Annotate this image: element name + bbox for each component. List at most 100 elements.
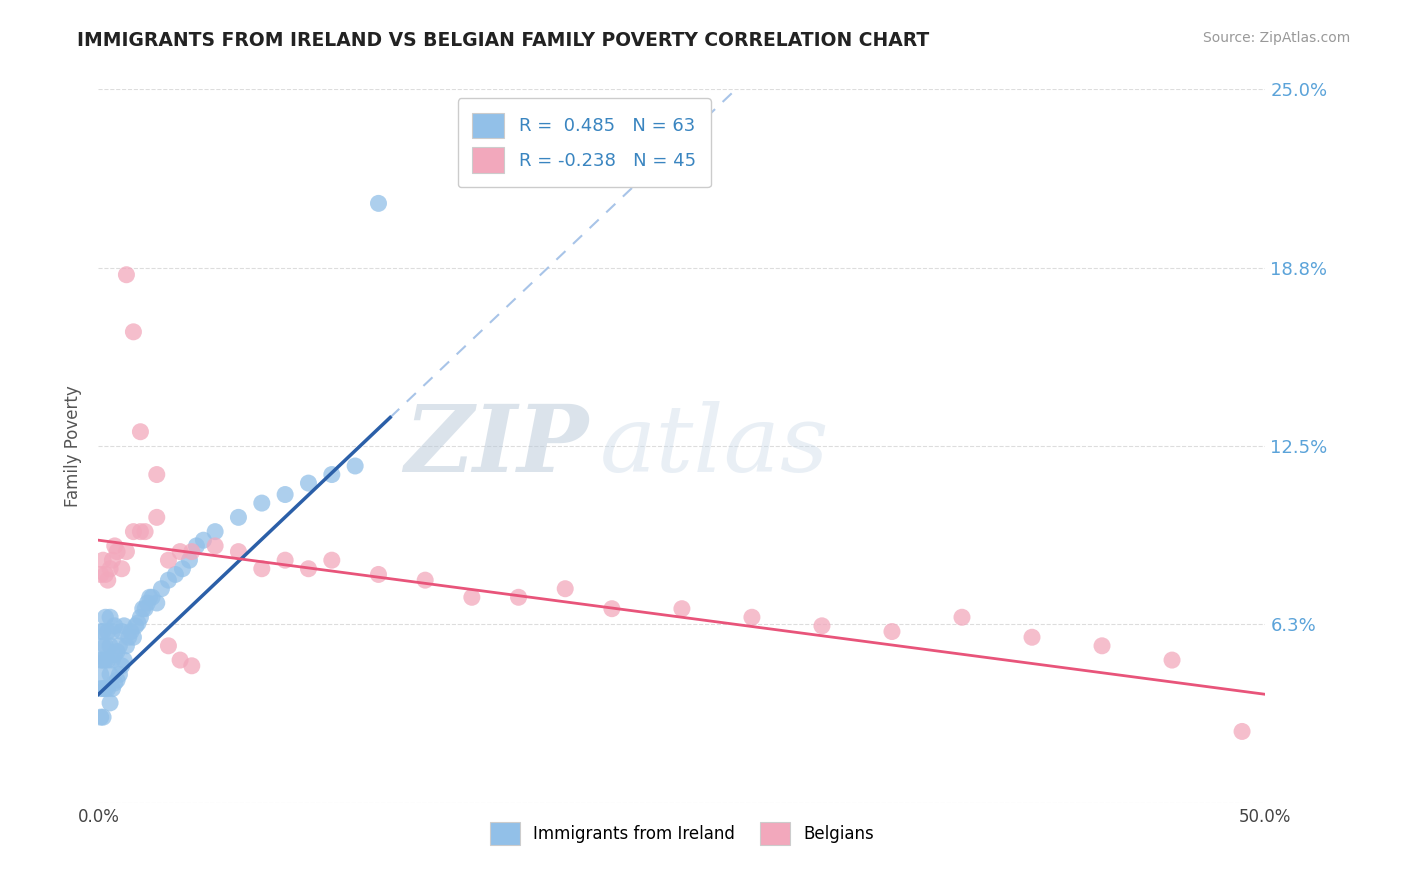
Point [105, 644, 128, 658]
Point [1091, 639, 1114, 653]
Point [115, 639, 138, 653]
Point [186, 539, 208, 553]
Point [344, 458, 367, 473]
Point [129, 610, 152, 624]
Point [111, 562, 134, 576]
Point [204, 539, 226, 553]
Point [105, 673, 128, 687]
Point [104, 676, 127, 690]
Point [91, 681, 114, 696]
Point [125, 619, 148, 633]
Point [101, 624, 124, 639]
Point [91, 710, 114, 724]
Point [321, 467, 343, 482]
Point [250, 496, 273, 510]
Point [413, 573, 436, 587]
Point [508, 591, 530, 605]
Point [141, 591, 163, 605]
Point [136, 596, 159, 610]
Point [111, 658, 134, 673]
Point [97, 653, 120, 667]
Point [367, 196, 389, 211]
Point [97, 573, 120, 587]
Point [193, 533, 215, 548]
Point [90, 567, 112, 582]
Point [104, 648, 127, 662]
Point [94, 653, 117, 667]
Y-axis label: Family Poverty: Family Poverty [65, 385, 83, 507]
Point [97, 681, 120, 696]
Point [122, 630, 145, 644]
Point [250, 562, 273, 576]
Point [134, 524, 156, 539]
Point [741, 610, 763, 624]
Point [1161, 653, 1184, 667]
Point [1021, 630, 1043, 644]
Point [180, 658, 202, 673]
Point [101, 681, 124, 696]
Point [90, 624, 112, 639]
Point [367, 567, 389, 582]
Point [157, 553, 180, 567]
Point [112, 653, 135, 667]
Point [91, 653, 114, 667]
Point [90, 653, 112, 667]
Point [165, 567, 187, 582]
Point [461, 591, 484, 605]
Text: atlas: atlas [600, 401, 830, 491]
Point [91, 624, 114, 639]
Point [91, 553, 114, 567]
Point [104, 619, 127, 633]
Point [150, 582, 173, 596]
Point [204, 524, 226, 539]
Point [101, 553, 124, 567]
Point [118, 630, 141, 644]
Point [321, 553, 343, 567]
Point [127, 615, 149, 630]
Point [274, 487, 297, 501]
Point [98, 667, 121, 681]
Point [90, 681, 112, 696]
Point [146, 467, 169, 482]
Point [139, 591, 162, 605]
Point [122, 325, 145, 339]
Point [112, 619, 135, 633]
Point [129, 524, 152, 539]
Point [297, 562, 319, 576]
Point [94, 681, 117, 696]
Point [94, 610, 117, 624]
Point [98, 562, 121, 576]
Point [129, 425, 152, 439]
Point [228, 510, 250, 524]
Point [880, 624, 903, 639]
Point [132, 601, 155, 615]
Point [108, 639, 131, 653]
Point [90, 710, 112, 724]
Point [115, 544, 138, 558]
Point [297, 476, 319, 491]
Point [108, 667, 131, 681]
Point [600, 601, 623, 615]
Point [115, 268, 138, 282]
Point [90, 667, 112, 681]
Point [122, 524, 145, 539]
Text: ZIP: ZIP [405, 401, 589, 491]
Point [554, 582, 576, 596]
Point [180, 544, 202, 558]
Point [98, 610, 121, 624]
Legend: Immigrants from Ireland, Belgians: Immigrants from Ireland, Belgians [477, 808, 887, 859]
Point [172, 562, 194, 576]
Point [98, 696, 121, 710]
Point [157, 639, 180, 653]
Point [104, 539, 127, 553]
Point [94, 567, 117, 582]
Point [105, 544, 128, 558]
Point [94, 639, 117, 653]
Point [157, 573, 180, 587]
Point [228, 544, 250, 558]
Point [950, 610, 973, 624]
Text: Source: ZipAtlas.com: Source: ZipAtlas.com [1202, 31, 1350, 45]
Point [169, 653, 191, 667]
Point [146, 510, 169, 524]
Point [811, 619, 834, 633]
